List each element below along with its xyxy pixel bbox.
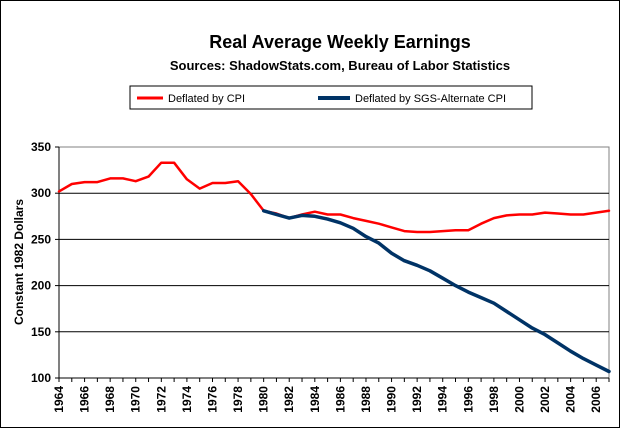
- plot-area: [58, 146, 610, 379]
- x-tick-label: 2004: [564, 386, 578, 413]
- x-tick-label: 1988: [359, 386, 373, 413]
- y-tick-label: 150: [31, 325, 51, 339]
- legend: Deflated by CPI Deflated by SGS-Alternat…: [129, 85, 533, 110]
- x-tick-label: 1992: [410, 386, 424, 413]
- x-tick-label: 2000: [512, 386, 526, 413]
- plot-background: [58, 146, 610, 379]
- x-tick-label: 2002: [538, 386, 552, 413]
- y-tick-label: 100: [31, 371, 51, 385]
- x-tick-label: 1972: [154, 386, 168, 413]
- y-axis: 100 150 200 250 300 350: [31, 140, 60, 385]
- y-tick-label: 200: [31, 279, 51, 293]
- x-tick-label: 1966: [78, 386, 92, 413]
- x-tick-label: 2006: [589, 386, 603, 413]
- x-tick-label: 1984: [308, 386, 322, 413]
- legend-label-cpi: Deflated by CPI: [168, 93, 245, 105]
- x-tick-label: 1996: [461, 386, 475, 413]
- chart-title: Real Average Weekly Earnings: [209, 32, 470, 52]
- series-line-cpi: [57, 161, 611, 234]
- series-layer: [57, 161, 611, 374]
- x-axis: 1964 1966 1968 1970 1972 1974 1976 1978 1980 1982…: [52, 377, 610, 413]
- x-tick-label: 1998: [487, 386, 501, 413]
- x-tick-label: 1982: [282, 386, 296, 413]
- chart-subtitle: Sources: ShadowStats.com, Bureau of Labo…: [170, 58, 510, 73]
- legend-label-sgs: Deflated by SGS-Alternate CPI: [355, 93, 506, 105]
- y-axis-label: Constant 1982 Dollars: [12, 199, 26, 325]
- y-tick-label: 250: [31, 232, 51, 246]
- x-tick-label: 1976: [205, 386, 219, 413]
- y-tick-label: 300: [31, 186, 51, 200]
- series-line-sgs-alternate-cpi: [261, 209, 611, 374]
- x-tick-label: 1964: [52, 386, 66, 413]
- x-tick-label: 1986: [333, 386, 347, 413]
- x-tick-label: 1978: [231, 386, 245, 413]
- y-tick-label: 350: [31, 140, 51, 154]
- x-tick-label: 1974: [180, 386, 194, 413]
- x-tick-label: 1970: [129, 386, 143, 413]
- x-tick-label: 1990: [385, 386, 399, 413]
- x-tick-label: 1968: [103, 386, 117, 413]
- x-tick-label: 1994: [436, 386, 450, 413]
- x-tick-label: 1980: [257, 386, 271, 413]
